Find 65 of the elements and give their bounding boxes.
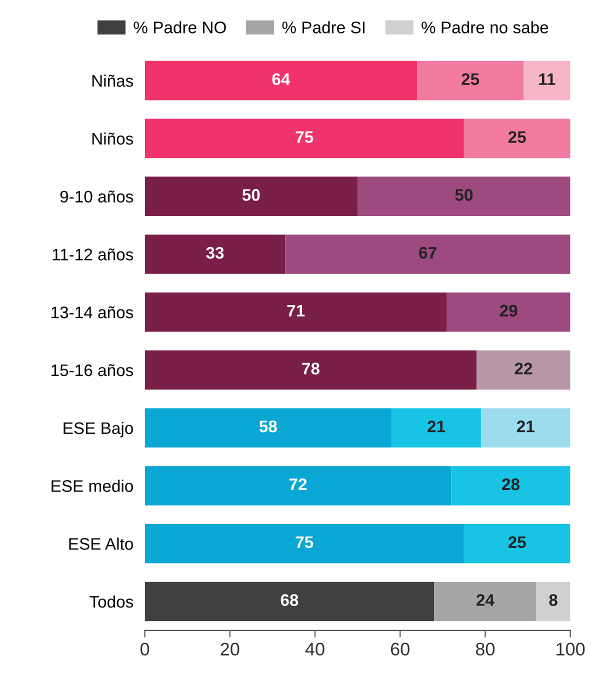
data-label: 28	[502, 478, 520, 490]
bar	[480, 408, 570, 448]
data-label: 78	[302, 362, 320, 374]
x-tick-label: 80	[476, 642, 495, 656]
data-label: 64	[272, 73, 290, 86]
x-tick-label: 20	[220, 642, 240, 656]
data-label: 68	[280, 594, 298, 606]
data-label: 75	[296, 536, 314, 548]
y-tick-label: ESE Bajo	[64, 422, 133, 438]
x-tick-label: 40	[305, 642, 324, 656]
data-label: 24	[476, 594, 494, 606]
bar	[434, 582, 536, 622]
y-tick-label: Todos	[90, 595, 134, 608]
bar	[451, 466, 570, 506]
data-label: 71	[287, 304, 305, 316]
x-tick-label: 0	[140, 642, 150, 656]
data-label: 22	[514, 362, 532, 374]
bar	[144, 582, 434, 622]
data-label: 8	[549, 594, 558, 606]
data-label: 75	[296, 131, 314, 143]
data-label: 21	[516, 420, 534, 432]
data-label: 25	[462, 73, 480, 86]
data-label: 72	[289, 478, 307, 490]
legend-label: % Padre NO	[134, 21, 226, 34]
y-tick-label: 9-10 años	[60, 190, 134, 203]
y-tick-label: 13-14 años	[52, 306, 134, 318]
bar	[476, 350, 570, 390]
bar	[446, 292, 570, 332]
data-label: 50	[242, 189, 260, 201]
bar	[144, 350, 477, 390]
x-tick-label: 60	[390, 642, 410, 656]
bar	[524, 60, 570, 100]
bar	[144, 524, 464, 564]
data-label: 67	[419, 246, 436, 259]
bar	[144, 118, 464, 158]
data-label: 25	[508, 536, 526, 548]
x-tick-label: 100	[556, 642, 585, 656]
y-tick-label: Niñas	[92, 74, 134, 87]
bar	[144, 292, 447, 332]
y-tick-label: 15-16 años	[52, 364, 134, 376]
bar	[144, 60, 418, 100]
bar	[464, 524, 570, 564]
legend-label: % Padre no sabe	[422, 21, 548, 34]
y-tick-label: 11-12 años	[52, 248, 134, 260]
data-label: 11	[539, 73, 556, 85]
bar	[144, 408, 392, 448]
legend-label: % Padre SI	[282, 21, 364, 34]
bar	[358, 176, 570, 216]
bar	[144, 176, 358, 216]
bar	[285, 234, 570, 274]
data-label: 58	[259, 420, 277, 432]
y-tick-label: Niños	[92, 132, 134, 145]
data-label: 33	[206, 246, 224, 259]
bar	[392, 408, 481, 448]
data-label: 50	[455, 189, 473, 201]
data-label: 25	[508, 131, 526, 143]
y-tick-label: ESE medio	[52, 480, 133, 492]
bar	[536, 582, 570, 622]
data-label: 21	[428, 420, 446, 432]
bar	[417, 60, 524, 100]
bar	[464, 118, 570, 158]
y-tick-label: ESE Alto	[69, 538, 133, 550]
bar	[144, 466, 452, 506]
bar	[144, 234, 286, 274]
data-label: 29	[500, 304, 518, 317]
